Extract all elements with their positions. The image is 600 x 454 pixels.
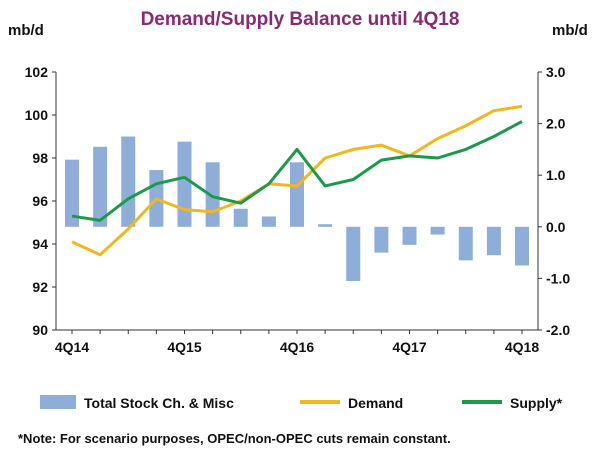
stock-change-bar [65,159,79,227]
left-tick-label: 96 [32,193,48,209]
stock-change-bar [93,146,108,227]
chart-title: Demand/Supply Balance until 4Q18 [140,9,460,30]
right-tick-label: 3.0 [546,64,566,80]
stock-change-bar [402,226,417,245]
left-axis-unit: mb/d [8,22,44,39]
stock-change-bar [261,216,276,227]
supply-line [71,120,523,222]
x-tick-label: 4Q14 [55,339,89,355]
right-tick-label: 0.0 [546,219,566,235]
stock-change-bar [290,162,304,227]
left-tick-label: 94 [32,236,48,252]
left-tick-label: 102 [25,64,49,80]
legend-label-supply: Supply* [510,395,563,411]
left-tick-label: 90 [32,322,48,338]
right-tick-label: -2.0 [546,322,570,338]
x-tick-label: 4Q17 [392,339,426,355]
stock-change-bar [515,226,529,266]
right-tick-label: 1.0 [546,167,566,183]
footnote: *Note: For scenario purposes, OPEC/non-O… [18,431,451,446]
right-tick-label: 2.0 [546,116,566,132]
stock-change-bar [318,224,333,227]
stock-change-bar [121,136,136,227]
left-tick-label: 100 [25,107,49,123]
legend-label-demand: Demand [348,395,403,411]
legend-label-stock: Total Stock Ch. & Misc [84,395,234,411]
x-tick-label: 4Q16 [280,339,314,355]
stock-change-bar [346,226,361,281]
x-tick-label: 4Q18 [505,339,539,355]
stock-change-bar [430,226,445,235]
stock-change-bar [458,226,473,261]
right-tick-label: -1.0 [546,270,570,286]
left-tick-label: 92 [32,279,48,295]
legend-swatch-stock [40,395,76,409]
right-axis-unit: mb/d [552,22,588,39]
stock-change-bar [486,226,501,256]
demand-line [71,104,523,257]
left-tick-label: 98 [32,150,48,166]
stock-change-bar [233,208,248,227]
stock-change-bar [177,141,192,227]
x-tick-label: 4Q15 [167,339,201,355]
stock-change-bar [374,226,389,253]
